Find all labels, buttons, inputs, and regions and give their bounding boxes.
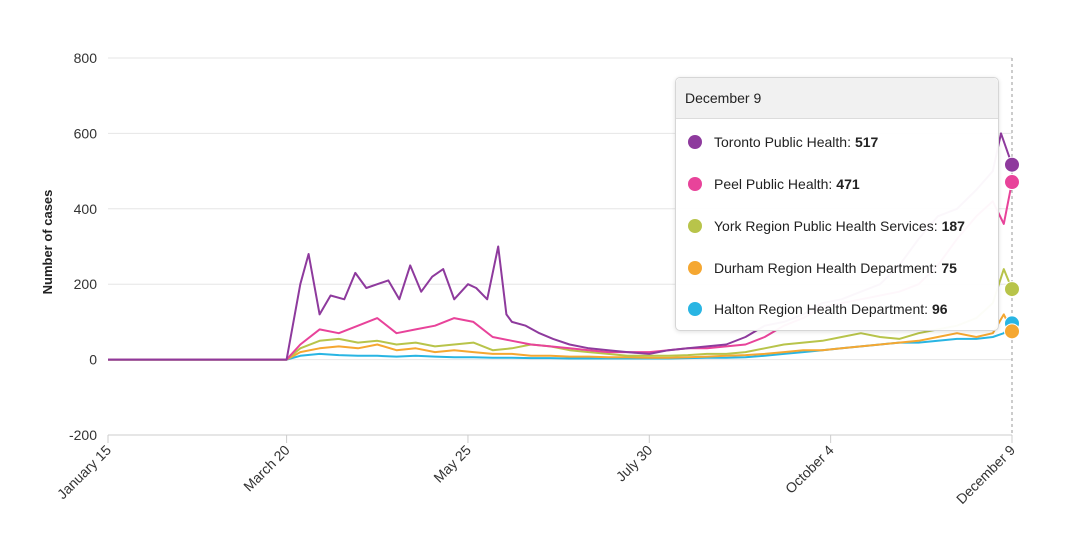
tooltip-row-york: York Region Public Health Services: 187 <box>688 216 965 236</box>
x-tick-label: October 4 <box>782 442 837 497</box>
tooltip-label: Peel Public Health: <box>714 176 833 192</box>
tooltip-row-toronto: Toronto Public Health: 517 <box>688 132 878 152</box>
series-marker <box>1004 156 1020 173</box>
x-tick-label: July 30 <box>613 442 656 485</box>
y-tick-label: 600 <box>74 125 98 141</box>
series-marker <box>1004 281 1020 298</box>
y-axis-label: Number of cases <box>40 190 55 295</box>
hover-markers <box>1004 156 1020 340</box>
tooltip-row-durham: Durham Region Health Department: 75 <box>688 258 957 278</box>
y-tick-label: 200 <box>74 276 98 292</box>
y-tick-label: 400 <box>74 201 98 217</box>
x-axis: January 15 March 20 May 25 July 30 October 4… <box>54 434 1018 507</box>
halton-dot-icon <box>688 302 702 316</box>
durham-dot-icon <box>688 261 702 275</box>
tooltip-value: 187 <box>941 218 965 234</box>
tooltip-value: 517 <box>854 134 879 150</box>
tooltip-value: 96 <box>932 301 948 317</box>
tooltip-label: Durham Region Health Department: <box>714 260 938 276</box>
x-tick-label: March 20 <box>240 442 293 495</box>
y-tick-label: -200 <box>69 427 97 443</box>
tooltip-label: York Region Public Health Services: <box>714 218 938 234</box>
series-line <box>108 268 1013 361</box>
toronto-dot-icon <box>688 135 702 149</box>
series-marker <box>1004 174 1020 191</box>
x-tick-label: January 15 <box>54 442 114 502</box>
x-tick-label: December 9 <box>953 442 1018 507</box>
y-tick-label: 800 <box>74 50 98 66</box>
tooltip-row-peel: Peel Public Health: 471 <box>688 174 860 194</box>
tooltip-value: 471 <box>836 176 860 192</box>
tooltip-label: Halton Region Health Department: <box>714 301 929 317</box>
york-dot-icon <box>688 219 702 233</box>
tooltip-value: 75 <box>941 260 957 276</box>
peel-dot-icon <box>688 177 702 191</box>
tooltip-label: Toronto Public Health: <box>714 134 851 150</box>
tooltip: December 9 Toronto Public Health: 517 Pee… <box>675 77 999 331</box>
series-marker <box>1004 323 1020 340</box>
series-line <box>108 313 1013 361</box>
y-tick-label: 0 <box>89 352 97 368</box>
tooltip-date: December 9 <box>676 78 998 119</box>
x-tick-label: May 25 <box>430 442 474 486</box>
y-axis-ticks: -200 0 200 400 600 800 <box>69 50 97 443</box>
tooltip-row-halton: Halton Region Health Department: 96 <box>688 299 948 319</box>
